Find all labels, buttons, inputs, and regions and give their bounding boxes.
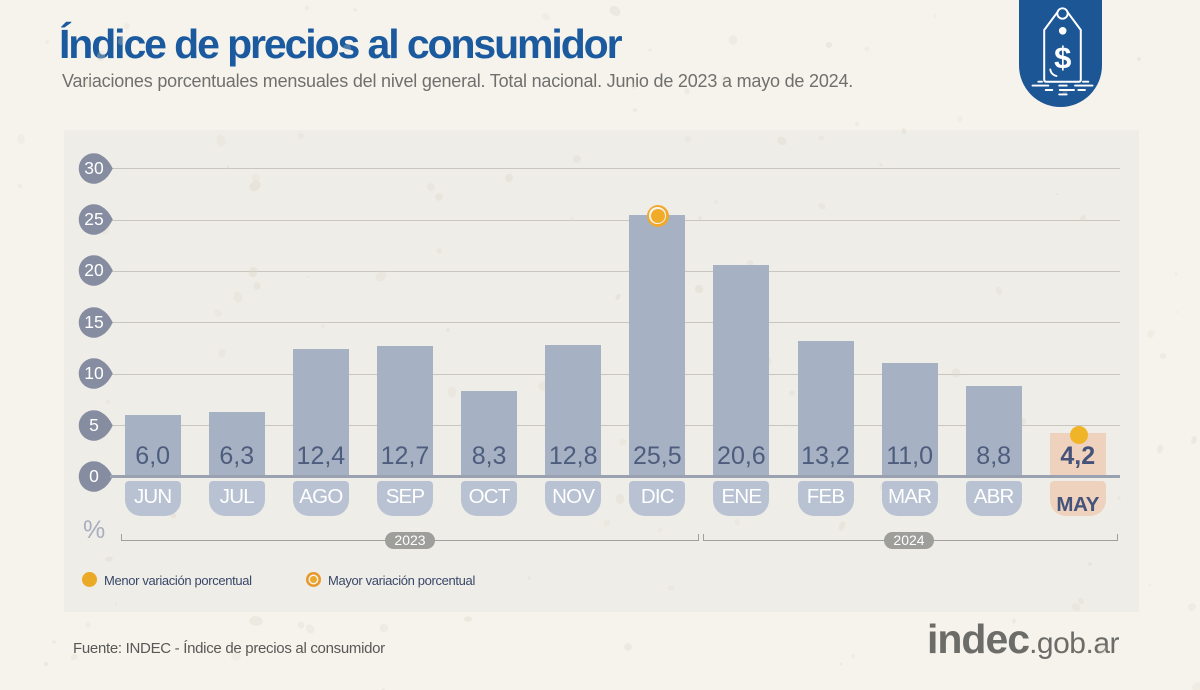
svg-text:$: $ xyxy=(1054,40,1071,75)
